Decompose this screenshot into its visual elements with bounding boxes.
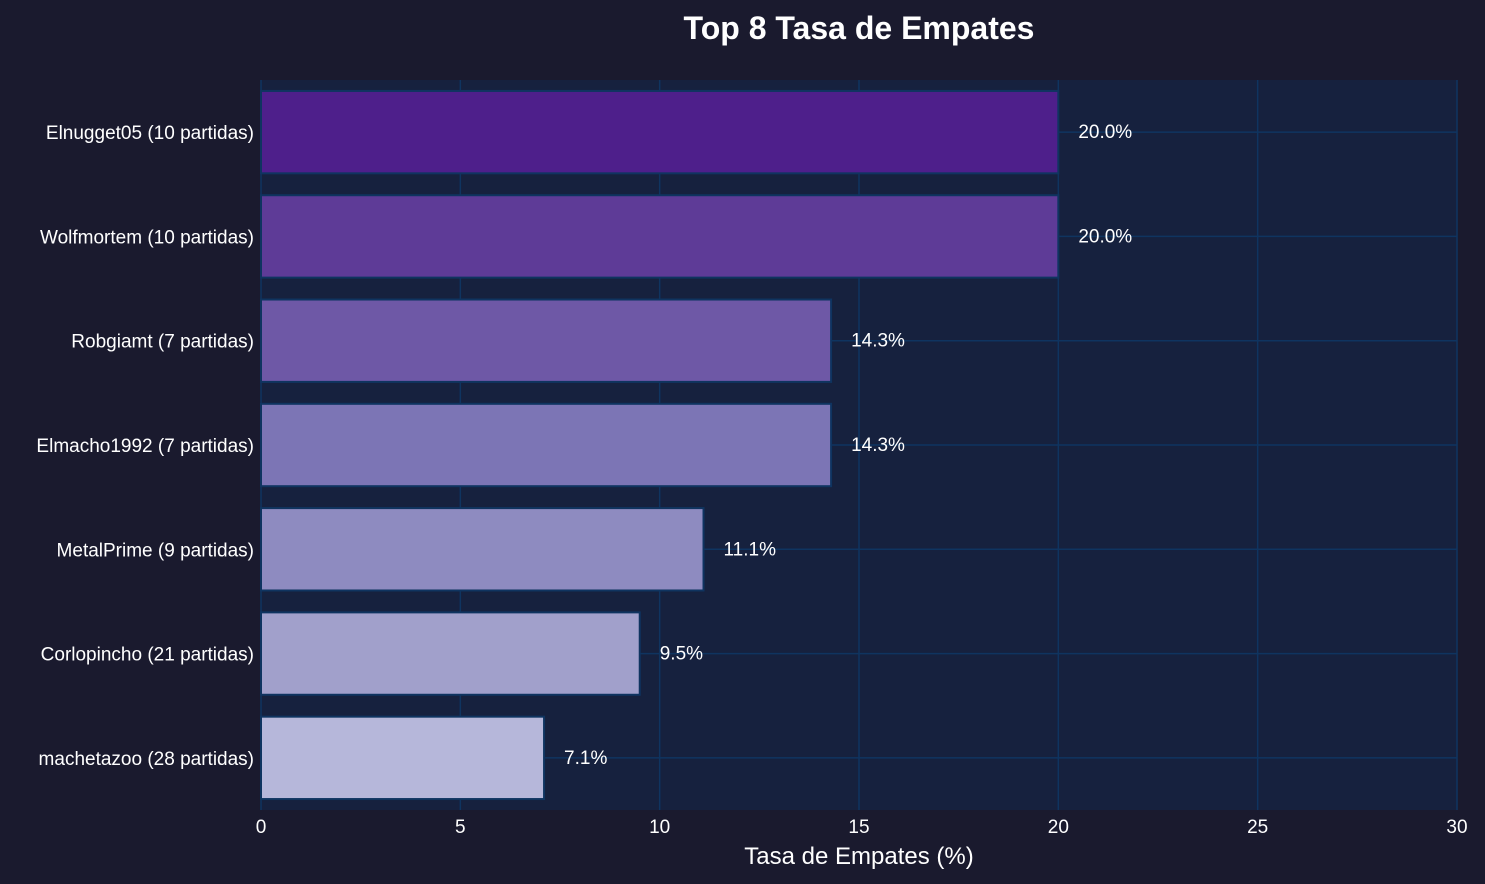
bar xyxy=(260,298,833,383)
x-axis-label: Tasa de Empates (%) xyxy=(744,843,973,870)
x-tick-label: 25 xyxy=(1247,817,1268,838)
bar xyxy=(260,194,1060,279)
x-tick-label: 5 xyxy=(455,817,466,838)
data-label: 14.3% xyxy=(851,435,905,456)
bar xyxy=(260,89,1060,175)
bar xyxy=(260,715,546,801)
x-tick-label: 10 xyxy=(649,817,670,838)
x-tick-label: 30 xyxy=(1446,817,1467,838)
bar xyxy=(260,507,705,592)
y-tick-label: Elmacho1992 (7 partidas) xyxy=(36,436,254,457)
data-label: 11.1% xyxy=(724,539,777,560)
y-tick-label: Corlopincho (21 partidas) xyxy=(41,645,254,666)
bar xyxy=(260,611,641,696)
x-tick-label: 15 xyxy=(848,817,869,838)
bars: 20.0% 20.0% 14.3% 14.3% 11.1% 9.5% 7.1% xyxy=(260,89,1132,801)
data-label: 7.1% xyxy=(564,748,607,769)
y-tick-label: Robgiamt (7 partidas) xyxy=(71,332,254,353)
y-tick-label: Elnugget05 (10 partidas) xyxy=(46,123,254,144)
data-label: 20.0% xyxy=(1078,226,1132,247)
data-label: 9.5% xyxy=(660,644,703,665)
y-tick-label: Wolfmortem (10 partidas) xyxy=(40,227,254,248)
y-tick-label: machetazoo (28 partidas) xyxy=(39,749,254,770)
x-tick-label: 20 xyxy=(1048,817,1069,838)
x-tick-label: 0 xyxy=(256,817,267,838)
chart-title: Top 8 Tasa de Empates xyxy=(684,10,1035,46)
y-tick-label: MetalPrime (9 partidas) xyxy=(57,540,254,561)
y-axis-labels: Elnugget05 (10 partidas) Wolfmortem (10 p… xyxy=(36,123,254,770)
x-axis-ticks: 0 5 10 15 20 25 30 xyxy=(256,817,1468,838)
bar xyxy=(260,402,833,488)
data-label: 14.3% xyxy=(851,331,905,352)
data-label: 20.0% xyxy=(1078,122,1132,143)
